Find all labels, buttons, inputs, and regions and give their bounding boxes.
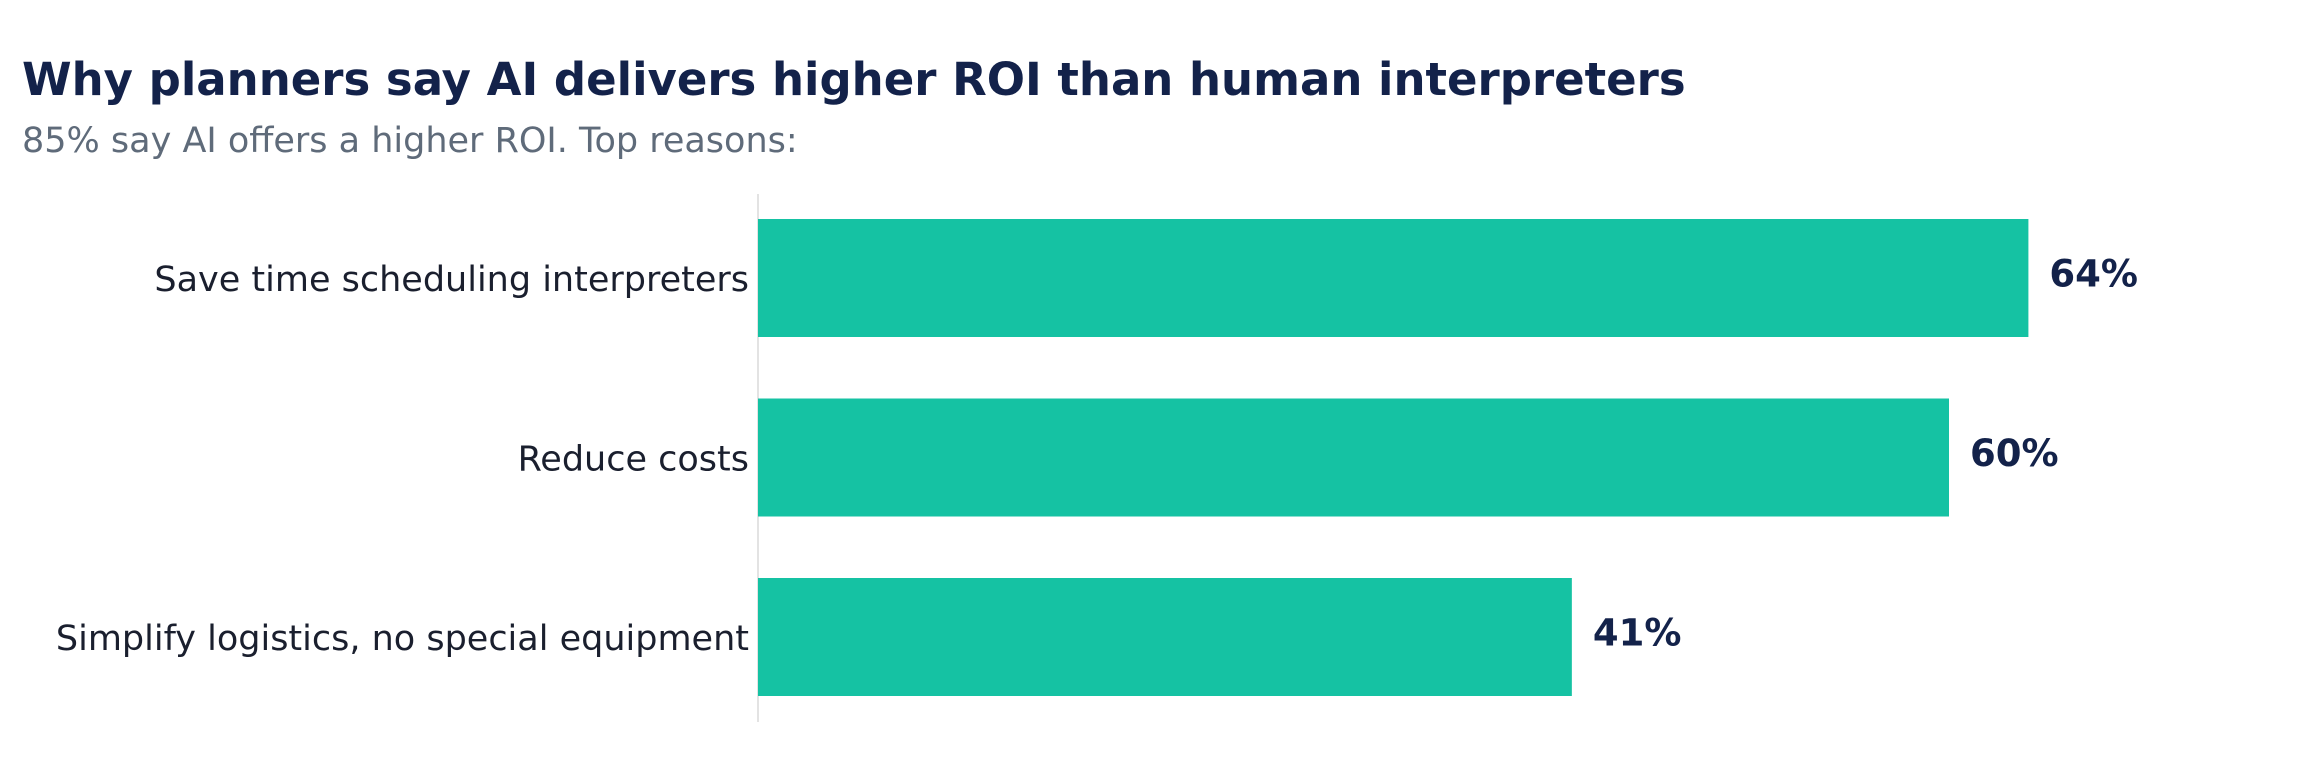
- bar-1: [758, 219, 2029, 337]
- bar-3: [758, 578, 1572, 696]
- category-label-1: Save time scheduling interpreters: [154, 260, 749, 300]
- bars-group: Save time scheduling interpreters 64% Redu…: [56, 194, 2138, 722]
- chart-title: Why planners say AI delivers higher ROI …: [22, 53, 1686, 106]
- value-label-1: 64%: [2049, 253, 2138, 296]
- value-label-2: 60%: [1970, 432, 2059, 475]
- category-label-3: Simplify logistics, no special equipment: [56, 619, 749, 659]
- value-label-3: 41%: [1593, 612, 1682, 655]
- bar-2: [758, 398, 1949, 517]
- chart-subtitle: 85% say AI offers a higher ROI. Top reas…: [22, 121, 798, 161]
- category-label-2: Reduce costs: [518, 440, 749, 480]
